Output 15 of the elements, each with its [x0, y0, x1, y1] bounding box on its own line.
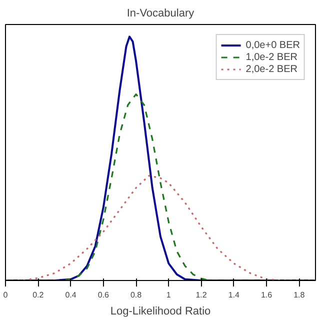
x-tick-label: 1.6 — [260, 290, 273, 300]
legend-label: 1,0e-2 BER — [246, 51, 298, 63]
x-tick-label: 1 — [166, 290, 172, 300]
x-tick-label: 0.8 — [130, 290, 142, 300]
x-tick-label: 0.4 — [65, 290, 77, 300]
x-tick-label: 1.4 — [228, 290, 240, 300]
x-tick-label: 0.6 — [98, 290, 110, 300]
legend-label: 2,0e-2 BER — [246, 63, 298, 75]
x-tick-label: 0 — [3, 290, 8, 300]
chart-title: In-Vocabulary — [126, 8, 195, 20]
x-tick-label: 1.8 — [294, 290, 306, 300]
legend-label: 0,0e+0 BER — [246, 39, 300, 51]
x-axis-title: Log-Likelihood Ratio — [110, 306, 211, 318]
x-tick-label: 1.2 — [196, 290, 208, 300]
x-tick-label: 0.2 — [32, 290, 44, 300]
